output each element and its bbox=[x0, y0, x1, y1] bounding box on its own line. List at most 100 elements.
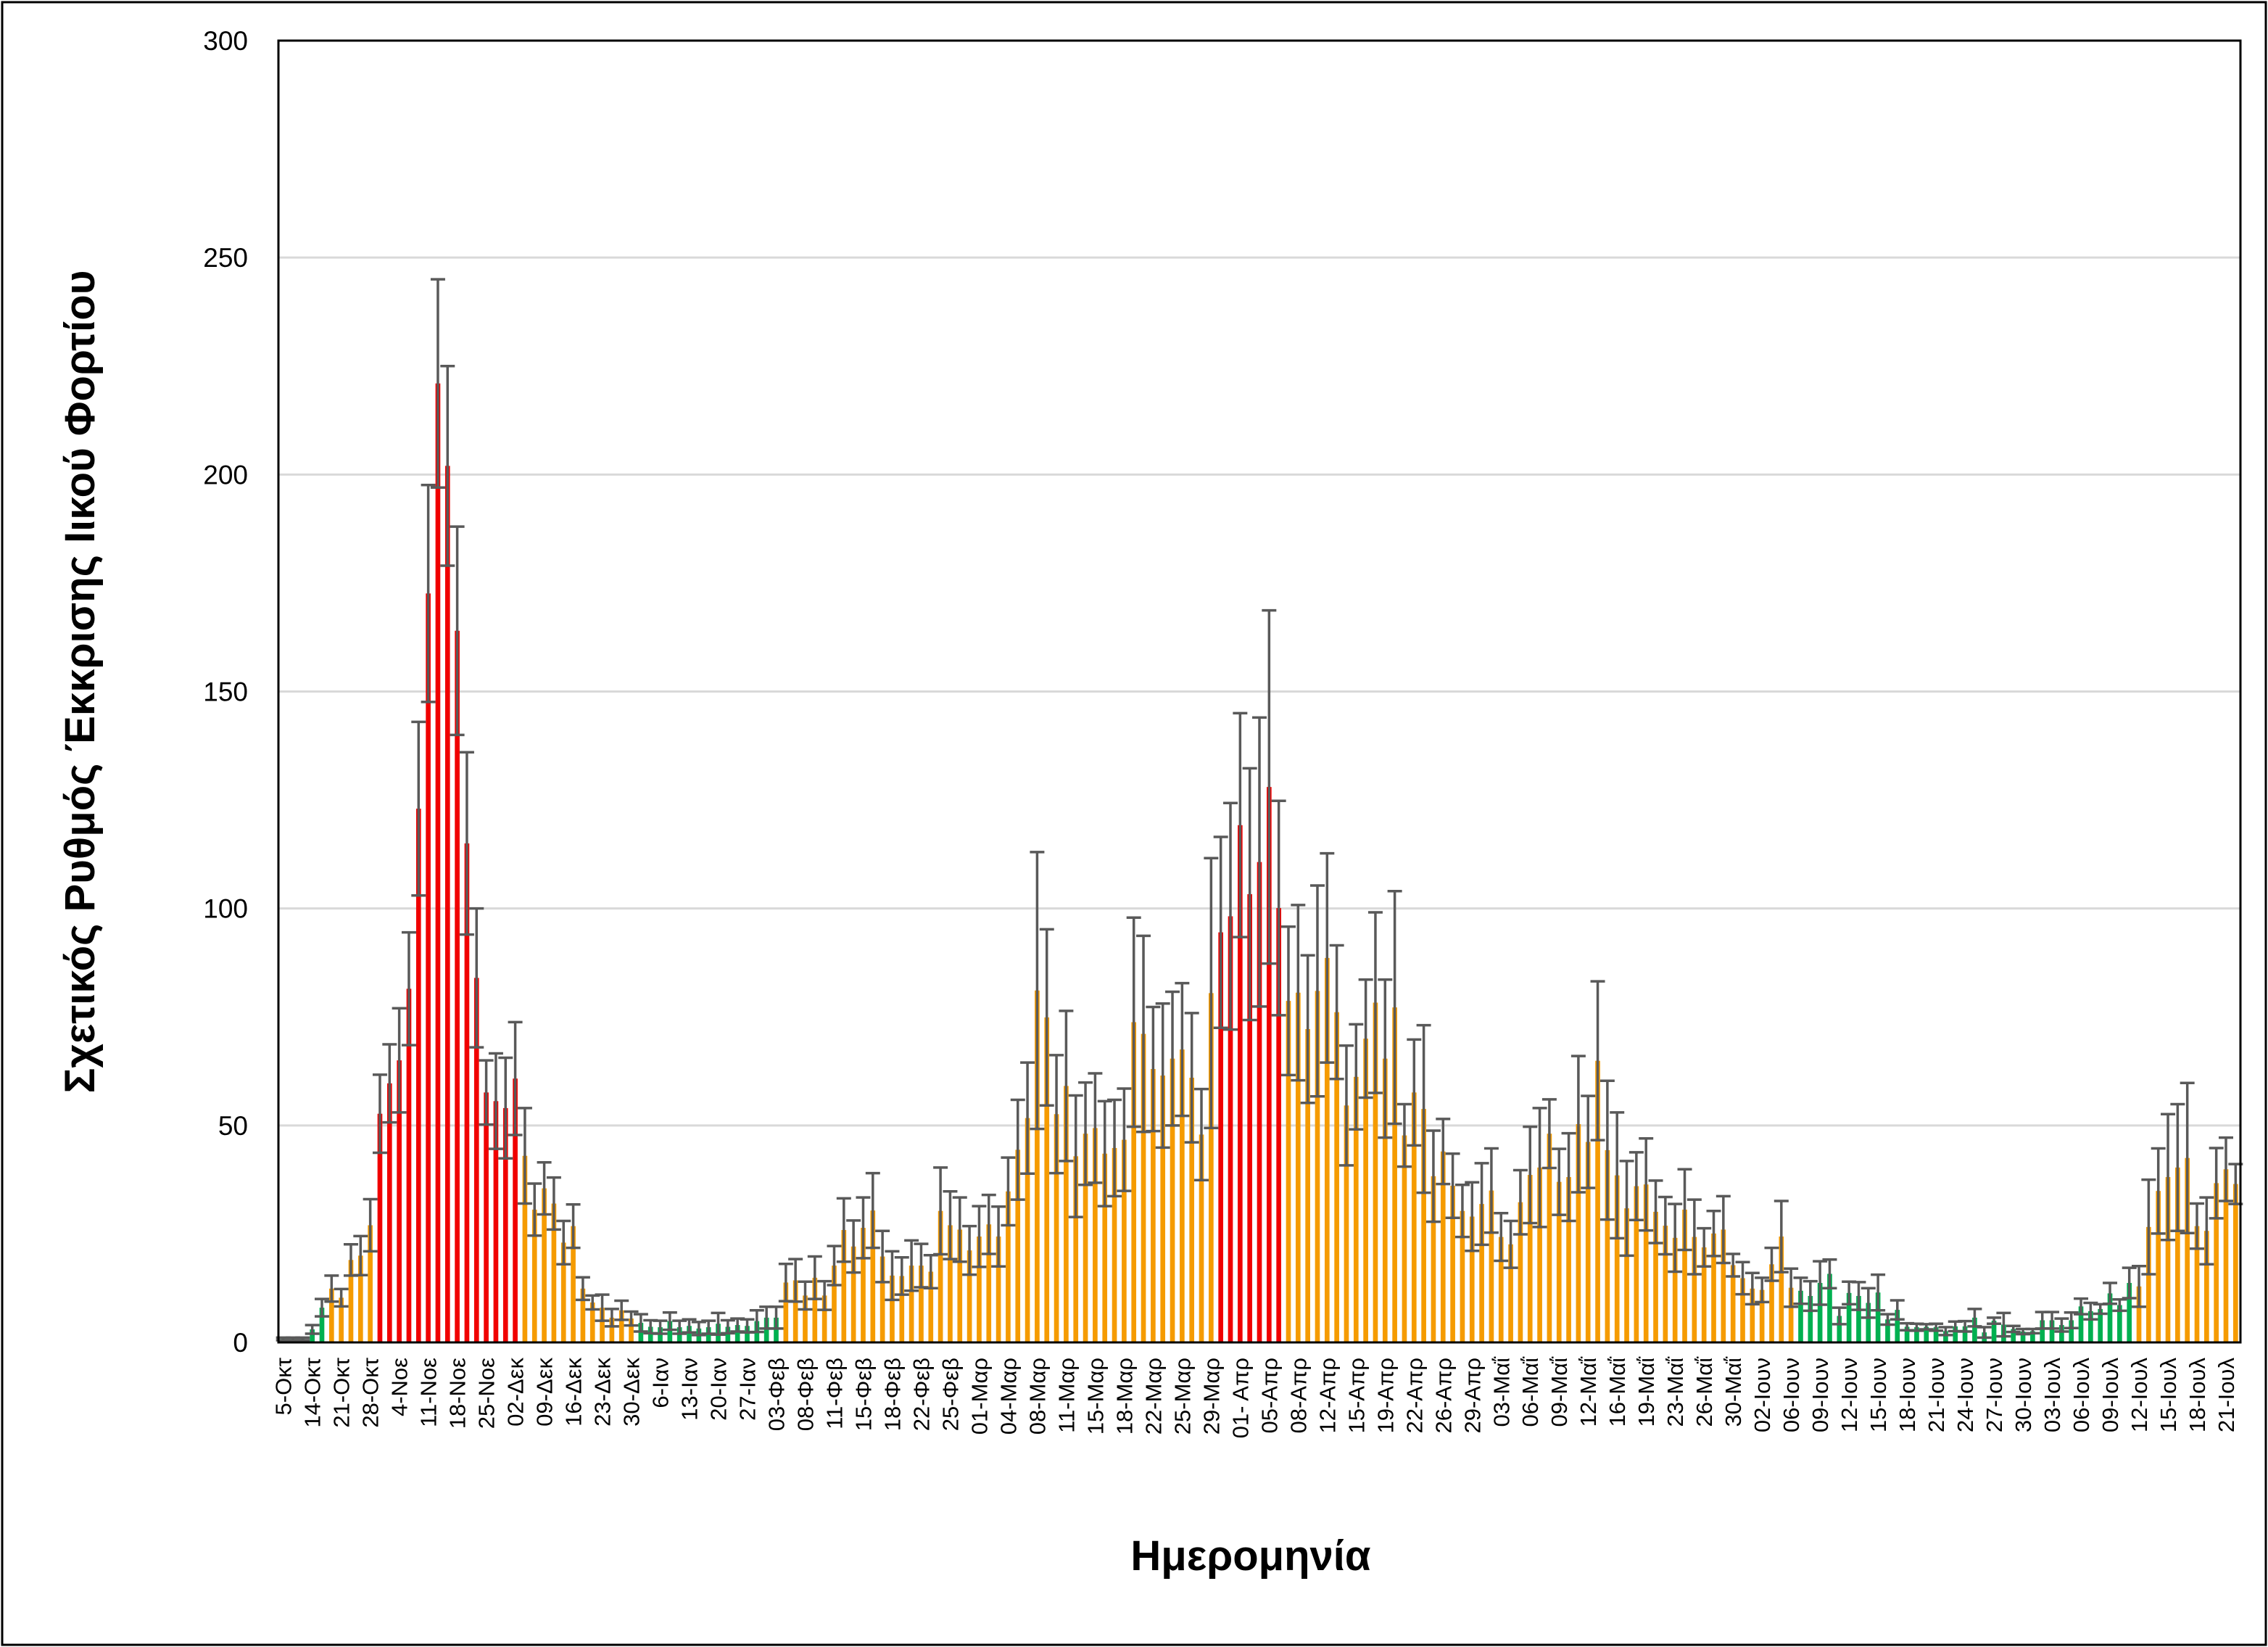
x-axis-title: Ημερομηνία bbox=[1130, 1532, 1370, 1580]
error-bar bbox=[334, 1287, 349, 1308]
x-tick-label: 08-Μαρ bbox=[1025, 1358, 1050, 1435]
bar bbox=[1991, 1321, 1997, 1342]
error-bar bbox=[933, 1166, 948, 1256]
x-tick-label: 20-Ιαν bbox=[706, 1358, 732, 1421]
bar bbox=[571, 1226, 576, 1342]
error-bar bbox=[450, 525, 465, 737]
error-bar bbox=[1532, 1107, 1547, 1229]
bar bbox=[1180, 1049, 1185, 1342]
bar bbox=[1769, 1264, 1774, 1342]
bar bbox=[1634, 1186, 1639, 1342]
x-tick-label: 15-Απρ bbox=[1344, 1358, 1369, 1434]
bar bbox=[1721, 1229, 1726, 1342]
y-tick-label: 100 bbox=[203, 894, 248, 924]
bar bbox=[2040, 1320, 2045, 1342]
y-axis-title: Σχετικός Ρυθμός Έκκρισης Ιικού Φορτίου bbox=[57, 271, 104, 1094]
error-bar bbox=[1165, 990, 1180, 1127]
error-bar bbox=[566, 1202, 581, 1250]
error-bar bbox=[1078, 1081, 1093, 1186]
error-bar bbox=[1677, 1168, 1692, 1252]
x-tick-label: 30-Ιουν bbox=[2011, 1358, 2036, 1432]
bar bbox=[1605, 1149, 1610, 1342]
bar bbox=[1276, 908, 1281, 1342]
bar bbox=[1875, 1292, 1881, 1342]
error-bar bbox=[2006, 1324, 2021, 1334]
error-bar bbox=[972, 1205, 987, 1268]
bar bbox=[1266, 787, 1272, 1342]
error-bar bbox=[1813, 1260, 1828, 1306]
bar bbox=[1363, 1039, 1368, 1342]
bar bbox=[1006, 1191, 1011, 1342]
bar bbox=[1643, 1184, 1649, 1342]
error-bar bbox=[1242, 767, 1257, 1022]
bar bbox=[1924, 1326, 1929, 1342]
x-tick-label: 09-Μαΐ bbox=[1547, 1356, 1572, 1427]
x-tick-label: 06-Μαΐ bbox=[1518, 1356, 1543, 1427]
error-bar bbox=[305, 1324, 320, 1335]
error-bar bbox=[508, 1020, 523, 1136]
error-bar bbox=[527, 1182, 542, 1237]
bar bbox=[1798, 1290, 1803, 1342]
bar bbox=[2204, 1231, 2209, 1342]
bar bbox=[1556, 1181, 1562, 1342]
error-bar bbox=[614, 1299, 629, 1321]
bar bbox=[406, 988, 412, 1342]
bar bbox=[2020, 1332, 2026, 1342]
bar bbox=[2011, 1329, 2016, 1342]
bar bbox=[1324, 957, 1330, 1342]
bar bbox=[2098, 1308, 2103, 1342]
x-tick-label: 11-Μαρ bbox=[1054, 1358, 1079, 1433]
bar bbox=[1595, 1060, 1600, 1342]
error-bars bbox=[276, 278, 2243, 1342]
bar bbox=[861, 1228, 866, 1342]
bar bbox=[919, 1266, 924, 1342]
error-bar bbox=[1657, 1195, 1673, 1256]
error-bar bbox=[1803, 1279, 1818, 1313]
bar bbox=[986, 1224, 992, 1342]
error-bar bbox=[1958, 1319, 1973, 1333]
error-bar bbox=[1300, 954, 1315, 1105]
error-bar bbox=[1001, 1156, 1016, 1227]
x-tick-label: 24-Ιουν bbox=[1953, 1358, 1978, 1432]
error-bar bbox=[798, 1280, 813, 1311]
bar bbox=[734, 1325, 740, 1342]
bar bbox=[745, 1326, 750, 1342]
error-bar bbox=[1252, 716, 1267, 1008]
bar bbox=[426, 593, 431, 1343]
error-bar bbox=[981, 1193, 996, 1255]
bar bbox=[792, 1280, 798, 1342]
error-bar bbox=[2170, 1102, 2185, 1232]
x-tick-label: 27-Ιουν bbox=[1982, 1358, 2007, 1432]
bar bbox=[1440, 1151, 1446, 1342]
error-bar bbox=[1726, 1252, 1741, 1278]
bar bbox=[1498, 1237, 1504, 1342]
y-tick-label: 300 bbox=[203, 26, 248, 56]
bar bbox=[1286, 1001, 1291, 1342]
bar bbox=[1479, 1204, 1484, 1342]
bar bbox=[1914, 1327, 1919, 1342]
bar bbox=[647, 1326, 653, 1342]
x-tick-label: 03-Μαΐ bbox=[1489, 1356, 1514, 1427]
error-bar bbox=[1416, 1023, 1431, 1194]
bar bbox=[386, 1083, 392, 1342]
x-tick-label: 12-Απρ bbox=[1315, 1358, 1340, 1434]
x-tick-label: 21-Οκτ bbox=[329, 1358, 355, 1428]
error-bar bbox=[962, 1224, 977, 1276]
error-bar bbox=[875, 1229, 890, 1284]
bar bbox=[580, 1288, 586, 1342]
x-tick-label: 27-Ιαν bbox=[735, 1358, 761, 1421]
bar bbox=[1131, 1022, 1137, 1342]
error-bar bbox=[1233, 711, 1248, 938]
error-bar bbox=[314, 1297, 329, 1318]
bar bbox=[821, 1295, 827, 1342]
error-bar bbox=[324, 1274, 339, 1303]
error-bar bbox=[2141, 1178, 2156, 1276]
bar bbox=[1566, 1177, 1571, 1342]
bar bbox=[328, 1288, 334, 1342]
error-bar bbox=[1030, 851, 1045, 1131]
x-tick-label: 12-Μαΐ bbox=[1576, 1356, 1601, 1427]
error-bar bbox=[1735, 1260, 1750, 1296]
